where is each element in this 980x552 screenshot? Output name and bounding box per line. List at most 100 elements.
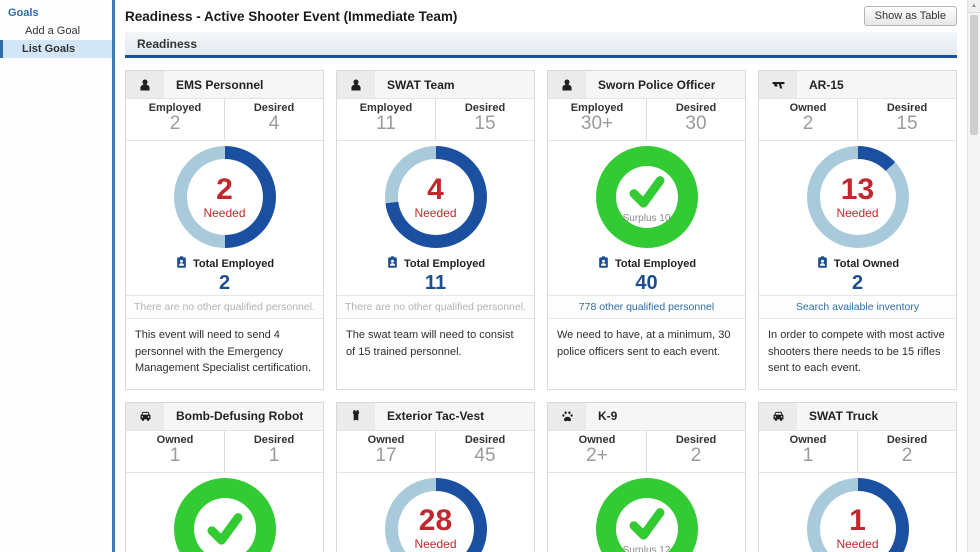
resource-card: Sworn Police Officer Employed 30+ Desire… (547, 70, 746, 390)
card-total: Total Employed 11 (337, 253, 534, 295)
cards-grid: EMS Personnel Employed 2 Desired 4 2 Nee… (125, 70, 957, 552)
stat-label: Desired (253, 102, 295, 114)
stat-value: 2 (802, 113, 814, 134)
readiness-donut: 1 Needed Needed (806, 477, 909, 552)
card-stats: Owned 1 Desired 1 (126, 430, 323, 473)
stat-label: Employed (359, 102, 413, 114)
card-chart: 13 Needed Needed (759, 141, 956, 253)
needed-label: Needed (414, 205, 457, 220)
check-icon (204, 513, 246, 552)
needed-indicator: 2 Needed (203, 172, 245, 220)
stat-label: Desired (675, 433, 717, 446)
card-description: We need to have, at a minimum, 30 police… (557, 329, 731, 358)
card-header: AR-15 (759, 71, 956, 99)
total-value: 11 (424, 272, 447, 294)
stat-owned-employed: Employed 2 (126, 99, 225, 140)
needed-count: 2 (216, 172, 233, 206)
stat-value: 1 (268, 444, 280, 466)
card-chart: 4 Needed Needed (337, 141, 534, 253)
surplus-indicator (204, 507, 246, 550)
total-value: 2 (851, 272, 864, 294)
needed-count: 28 (418, 504, 453, 537)
card-note: There are no other qualified personnel. (337, 295, 534, 319)
card-note: There are no other qualified personnel. (126, 295, 323, 319)
person-icon (548, 71, 586, 98)
card-stats: Owned 2 Desired 15 (759, 99, 956, 141)
surplus-label: Surplus 10 (622, 213, 671, 224)
resource-card: AR-15 Owned 2 Desired 15 13 Needed (758, 70, 957, 390)
stat-value: 30 (685, 113, 707, 134)
card-description: The swat team will need to consist of 15… (346, 329, 514, 358)
stat-desired: Desired 15 (858, 99, 956, 140)
sidebar-item-add-a-goal[interactable]: Add a Goal (25, 25, 81, 37)
stat-label: Employed (148, 102, 202, 114)
page-title: Readiness - Active Shooter Event (Immedi… (125, 8, 458, 24)
card-total: Total Employed 40 (548, 253, 745, 295)
readiness-donut: 28 Needed Needed (384, 477, 487, 552)
card-note[interactable]: 778 other qualified personnel (548, 295, 745, 319)
scrollbar-thumb[interactable] (970, 15, 978, 135)
card-chart: 2 Needed Needed (126, 141, 323, 253)
person-icon (337, 71, 375, 98)
stat-value: 2 (901, 444, 913, 466)
vertical-scrollbar[interactable]: ▲ (967, 0, 980, 552)
scroll-up-icon[interactable]: ▲ (968, 0, 980, 13)
resource-card: SWAT Truck Owned 1 Desired 2 1 Needed (758, 401, 957, 552)
card-title: AR-15 (809, 77, 844, 92)
stat-label: Desired (464, 102, 506, 114)
vest-icon (337, 402, 375, 430)
stat-label: Owned (789, 102, 827, 114)
badge-icon (175, 255, 188, 272)
stat-owned-employed: Owned 2+ (548, 430, 647, 472)
readiness-donut: 13 Needed Needed (806, 146, 909, 248)
card-stats: Employed 11 Desired 15 (337, 99, 534, 141)
resource-card: SWAT Team Employed 11 Desired 15 4 Neede… (336, 70, 535, 390)
card-header: EMS Personnel (126, 71, 323, 99)
donut-center: 28 Needed Needed (397, 490, 474, 552)
stat-desired: Desired 45 (436, 431, 534, 472)
stat-label: Owned (156, 433, 194, 446)
tab-readiness[interactable]: Readiness (137, 36, 198, 51)
card-title: K-9 (598, 409, 618, 423)
stat-desired: Desired 15 (436, 99, 534, 140)
stat-label: Desired (464, 433, 506, 446)
needed-indicator: 1 Needed (836, 506, 878, 552)
card-stats: Employed 2 Desired 4 (126, 99, 323, 141)
card-title: Bomb-Defusing Robot (176, 409, 304, 423)
card-title: Exterior Tac-Vest (387, 409, 485, 423)
paw-icon (548, 402, 586, 430)
total-value: 40 (635, 272, 658, 294)
badge-icon (386, 255, 399, 272)
card-header: Exterior Tac-Vest (337, 402, 534, 431)
stat-value: 30+ (580, 113, 614, 134)
show-as-table-button[interactable]: Show as Table (863, 6, 957, 26)
total-heading: Total Employed (548, 255, 745, 272)
total-heading: Total Employed (337, 255, 534, 272)
needed-label: Needed (836, 205, 879, 220)
stat-value: 2 (169, 113, 181, 134)
stat-label: Desired (886, 102, 928, 114)
surplus-indicator: Surplus 12 (623, 502, 670, 552)
stat-owned-employed: Employed 30+ (548, 99, 647, 140)
total-label: Total Employed (192, 257, 275, 270)
stat-owned-employed: Owned 1 (126, 430, 225, 472)
resource-card: K-9 Owned 2+ Desired 2 Surplus 12 (547, 401, 746, 552)
needed-indicator: 4 Needed (414, 174, 457, 220)
stat-desired: Desired 4 (225, 99, 323, 140)
card-chart: Surplus 10 Surplus 10 (548, 141, 745, 253)
sidebar-item-list-goals[interactable]: List Goals (0, 40, 112, 58)
donut-center: 13 Needed Needed (819, 159, 896, 235)
resource-card: Bomb-Defusing Robot Owned 1 Desired 1 (125, 401, 324, 552)
stat-owned-employed: Employed 11 (337, 99, 436, 140)
needed-label: Needed (414, 537, 457, 551)
readiness-donut: Surplus 12 Surplus 12 (595, 477, 698, 552)
person-icon (126, 71, 164, 98)
resource-card: Exterior Tac-Vest Owned 17 Desired 45 28… (336, 401, 535, 552)
card-stats: Owned 17 Desired 45 (337, 430, 534, 473)
card-note[interactable]: Search available inventory (759, 295, 956, 319)
needed-count: 13 (840, 172, 875, 206)
total-label: Total Employed (403, 257, 486, 270)
stat-value: 15 (896, 113, 918, 134)
surplus-indicator: Surplus 10 (622, 170, 671, 224)
